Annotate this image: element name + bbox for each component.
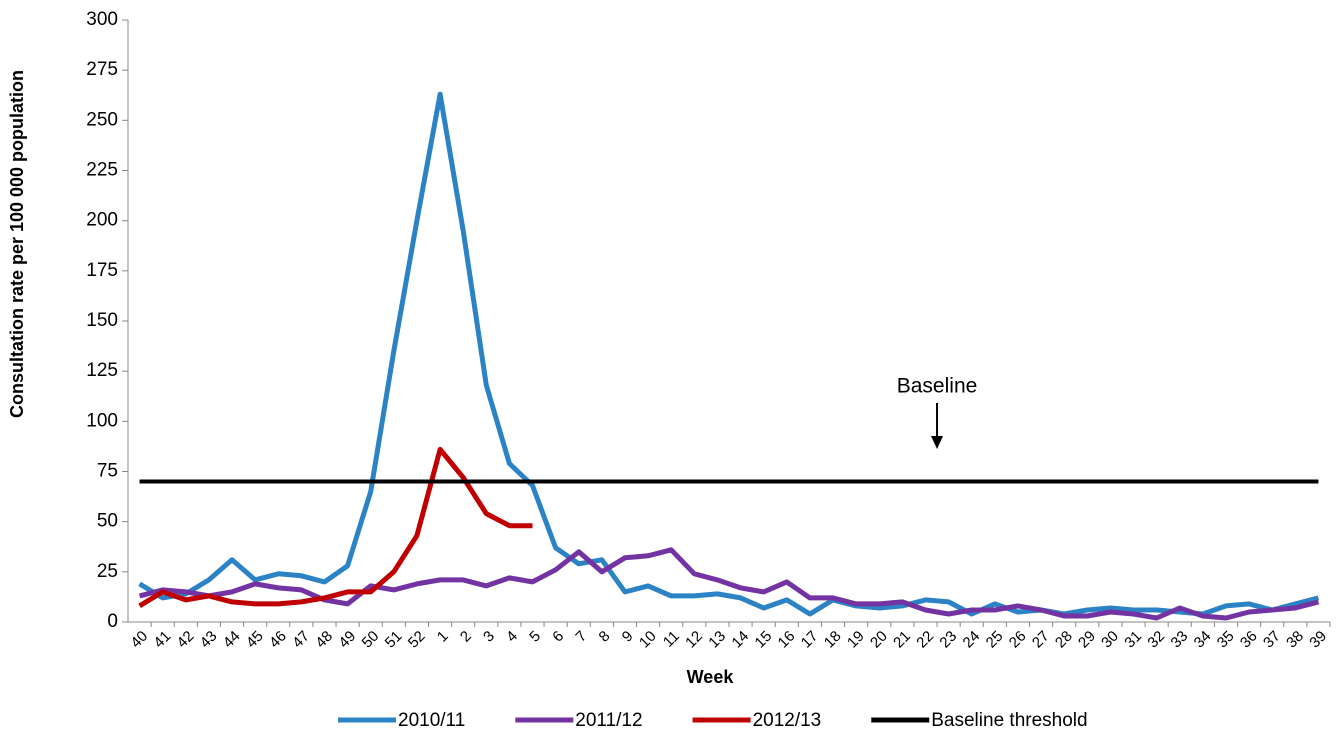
legend-label: Baseline threshold — [931, 710, 1087, 731]
x-tick-label: 1 — [434, 628, 452, 646]
x-tick-label: 9 — [619, 628, 637, 646]
x-tick-label: 11 — [660, 628, 683, 651]
x-tick-label: 27 — [1029, 628, 1053, 652]
x-axis-label: Week — [687, 667, 735, 687]
x-tick-label: 31 — [1121, 628, 1145, 652]
y-axis-label: Consultation rate per 100 000 population — [7, 70, 27, 418]
y-tick-label: 300 — [86, 9, 118, 30]
y-tick-label: 275 — [86, 59, 118, 80]
x-tick-label: 33 — [1168, 628, 1192, 652]
x-tick-label: 4 — [503, 628, 521, 646]
series-line — [138, 91, 1320, 617]
x-tick-label: 14 — [728, 628, 752, 652]
x-tick-label: 39 — [1306, 628, 1330, 652]
y-tick-label: 0 — [107, 611, 118, 632]
legend-label: 2011/12 — [575, 710, 642, 731]
x-tick-label: 40 — [127, 628, 151, 652]
y-tick-label: 225 — [86, 160, 118, 181]
x-tick-label: 36 — [1237, 628, 1261, 652]
x-tick-label: 42 — [174, 628, 198, 652]
x-tick-label: 37 — [1260, 628, 1284, 652]
x-tick-label: 15 — [751, 628, 775, 652]
x-tick-label: 28 — [1052, 628, 1076, 652]
x-tick-label: 20 — [867, 628, 891, 652]
x-tick-label: 48 — [312, 628, 336, 652]
x-tick-label: 47 — [289, 628, 313, 652]
legend-label: 2012/13 — [753, 710, 822, 731]
x-tick-label: 8 — [596, 628, 614, 646]
series-line — [138, 547, 1320, 621]
x-tick-label: 51 — [382, 628, 406, 652]
x-tick-label: 13 — [705, 628, 729, 652]
y-tick-label: 150 — [86, 310, 118, 331]
y-tick-label: 75 — [97, 461, 118, 482]
x-tick-label: 38 — [1283, 628, 1307, 652]
y-tick-label: 200 — [86, 210, 118, 231]
y-tick-label: 175 — [86, 260, 118, 281]
x-tick-label: 22 — [913, 628, 937, 652]
x-tick-label: 45 — [243, 628, 267, 652]
x-tick-label: 3 — [480, 628, 498, 646]
x-tick-label: 7 — [572, 628, 590, 646]
y-tick-label: 125 — [86, 360, 118, 381]
x-tick-label: 43 — [197, 628, 221, 652]
x-tick-label: 21 — [890, 628, 914, 652]
x-tick-label: 17 — [798, 628, 822, 652]
x-tick-label: 41 — [150, 628, 174, 652]
x-tick-label: 52 — [405, 628, 429, 652]
x-tick-label: 29 — [1075, 628, 1099, 652]
x-tick-label: 23 — [936, 628, 960, 652]
legend-label: 2010/11 — [398, 710, 465, 731]
x-tick-label: 5 — [526, 628, 544, 646]
x-tick-label: 6 — [549, 628, 567, 646]
annotation: Baseline — [897, 375, 978, 398]
y-tick-label: 50 — [97, 511, 118, 532]
x-tick-label: 10 — [636, 628, 660, 652]
x-tick-label: 18 — [821, 628, 845, 652]
x-tick-label: 44 — [220, 628, 244, 652]
x-tick-label: 50 — [359, 628, 383, 652]
x-tick-label: 46 — [266, 628, 290, 652]
x-tick-label: 19 — [844, 628, 868, 652]
x-tick-label: 30 — [1098, 628, 1122, 652]
x-tick-label: 25 — [983, 628, 1007, 652]
x-tick-label: 32 — [1144, 628, 1168, 652]
x-tick-label: 49 — [335, 628, 359, 652]
x-tick-label: 34 — [1191, 628, 1215, 652]
annotation-arrowhead — [931, 436, 944, 449]
y-tick-label: 25 — [97, 561, 118, 582]
x-tick-label: 35 — [1214, 628, 1238, 652]
x-tick-label: 26 — [1006, 628, 1030, 652]
y-tick-label: 100 — [86, 410, 118, 431]
x-tick-label: 24 — [960, 628, 984, 652]
x-tick-label: 2 — [457, 628, 475, 646]
x-tick-label: 16 — [775, 628, 799, 652]
y-tick-label: 250 — [86, 109, 118, 130]
x-tick-label: 12 — [682, 628, 706, 652]
